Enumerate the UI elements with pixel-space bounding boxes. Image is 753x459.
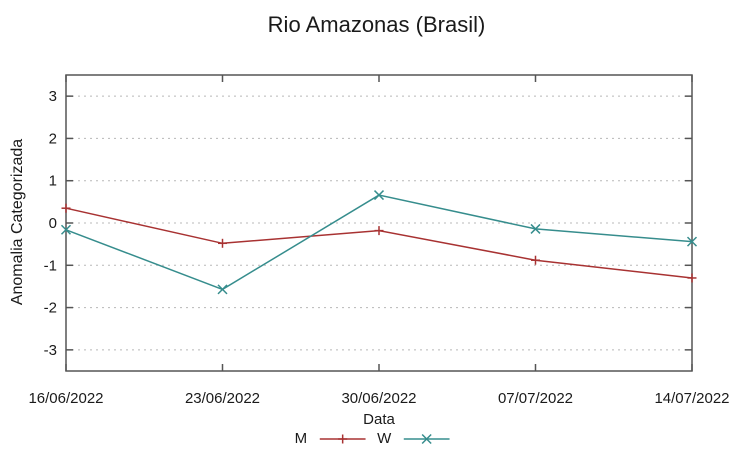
series-W-marker [686,236,698,247]
x-tick-label: 23/06/2022 [185,390,260,407]
x-tick-label: 16/06/2022 [28,390,103,407]
series-W-line [65,194,693,291]
legend-label-w: W [377,430,392,447]
x-tick-label: 14/07/2022 [654,390,729,407]
y-tick-label: 0 [49,215,57,232]
legend-key-m-line [319,434,366,443]
legend-key-w-line [403,433,450,444]
y-tick-label: 2 [49,130,57,147]
chart-title: Rio Amazonas (Brasil) [267,12,486,37]
series-M-marker [218,238,227,248]
x-axis-label: Data [363,411,395,428]
legend-label-m: M [294,430,308,447]
y-tick-label: 1 [49,173,57,190]
series-W-marker [373,190,385,201]
legend: M W [295,430,450,447]
series-M-marker [61,203,71,213]
series-M-marker [374,226,384,236]
x-tick-label: 07/07/2022 [498,390,573,407]
series-M-marker [531,255,540,265]
y-tick-label: -3 [44,342,57,359]
y-tick-label: -2 [44,300,57,317]
plot-border [65,74,693,372]
series-W-marker [530,223,541,234]
y-tick-label: -1 [44,257,57,274]
series-W-marker [60,224,72,235]
series-M-line [65,207,693,279]
x-tick-label: 30/06/2022 [341,390,416,407]
series-W-marker [217,284,228,295]
series-M-marker [687,273,697,283]
y-tick-label: 3 [49,88,57,105]
